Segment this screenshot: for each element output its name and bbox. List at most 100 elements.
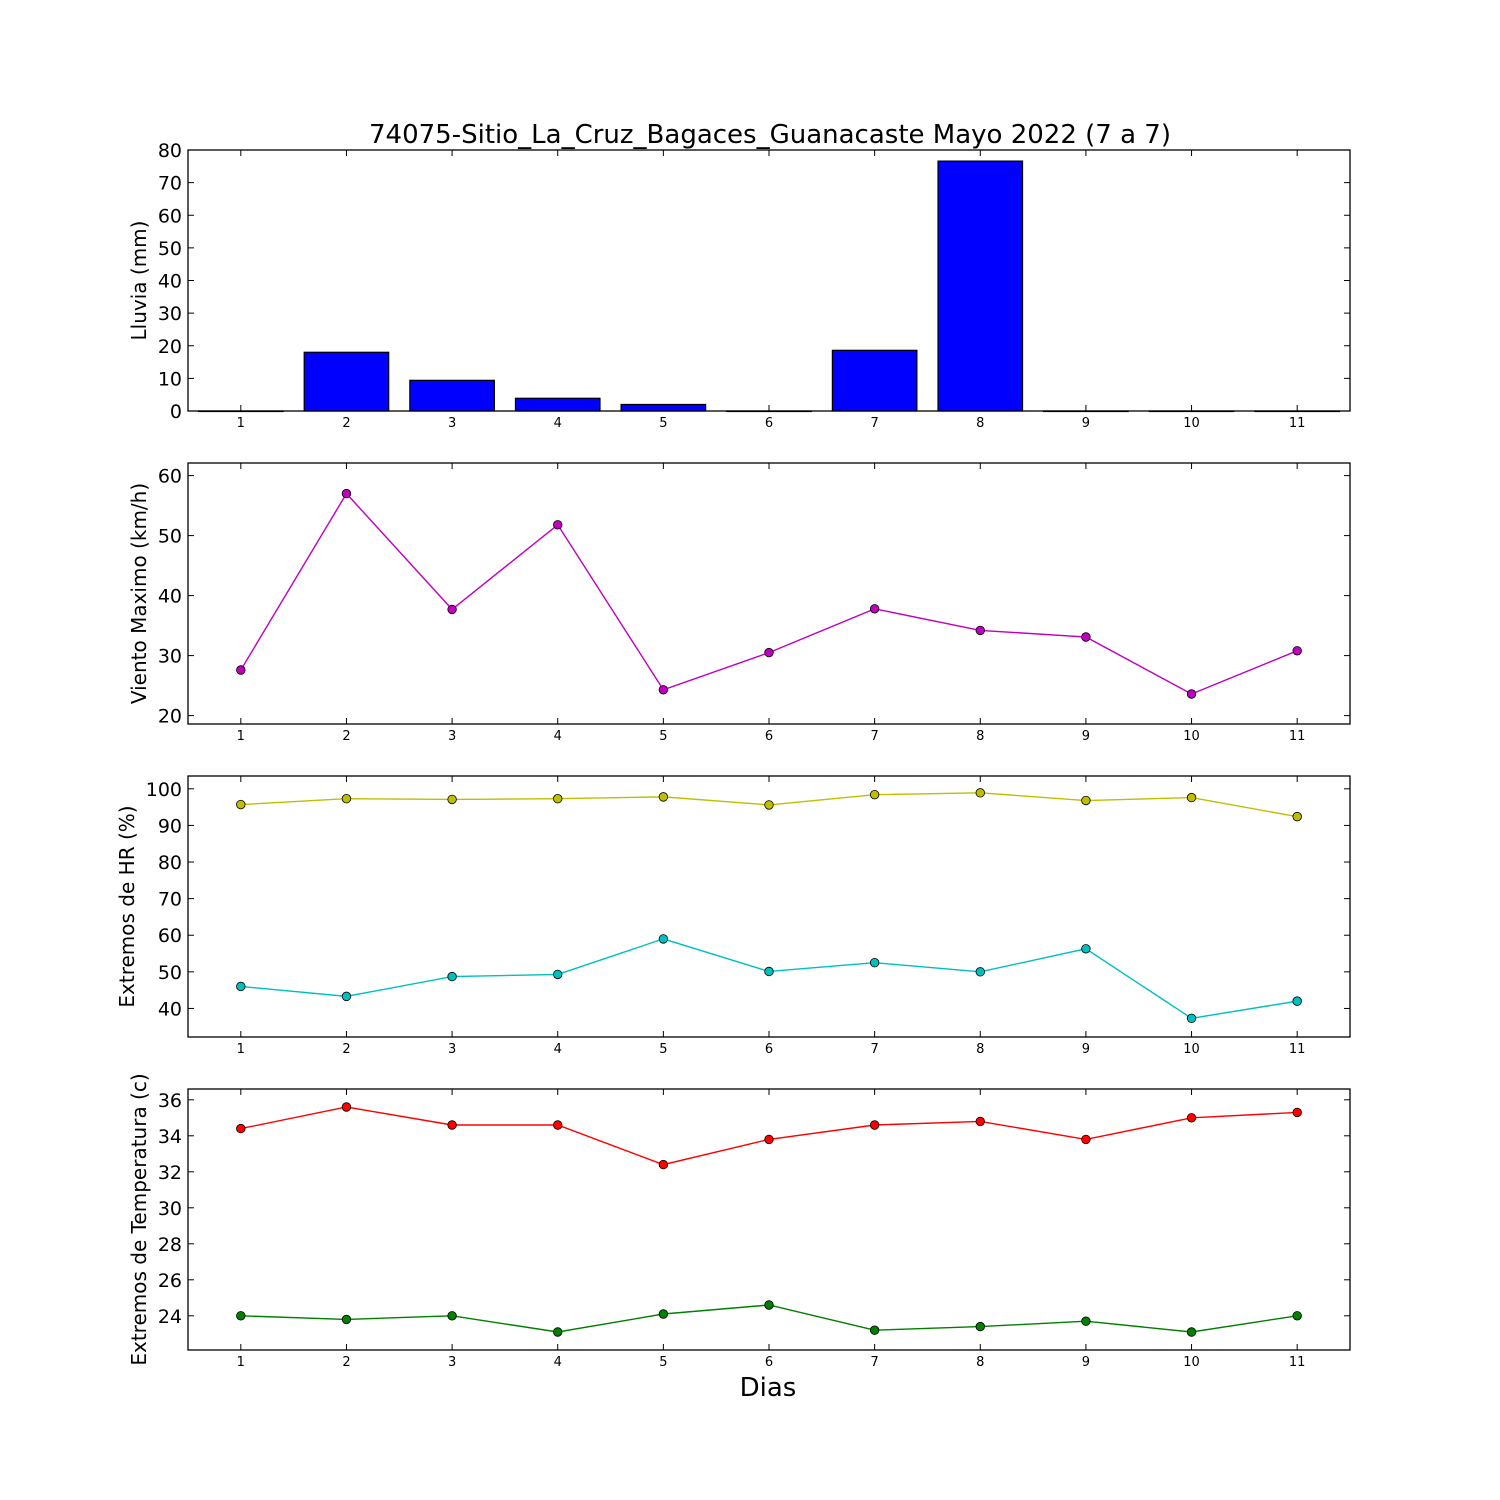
data-point bbox=[341, 1314, 352, 1325]
y-tick-label: 30 bbox=[158, 1198, 182, 1220]
data-point bbox=[1081, 632, 1091, 642]
data-point bbox=[764, 966, 774, 977]
x-tick-label: 8 bbox=[976, 729, 984, 744]
data-point bbox=[236, 799, 246, 810]
y-tick-label: 26 bbox=[158, 1270, 182, 1292]
data-point bbox=[341, 793, 352, 804]
bar bbox=[1148, 410, 1235, 413]
data-point bbox=[658, 1309, 669, 1319]
y-tick-label: 24 bbox=[158, 1306, 182, 1328]
series-line-1 bbox=[240, 492, 1298, 695]
data-point bbox=[447, 971, 457, 982]
y-tick-label: 60 bbox=[158, 925, 182, 947]
x-tick-label: 9 bbox=[1082, 1042, 1090, 1057]
x-tick-label: 3 bbox=[448, 729, 456, 744]
y-tick-label: 60 bbox=[158, 205, 182, 227]
y-tick-label: 70 bbox=[158, 889, 182, 911]
x-tick-label: 3 bbox=[448, 416, 456, 431]
x-tick-label: 2 bbox=[342, 416, 350, 431]
x-tick-label: 7 bbox=[870, 1042, 878, 1057]
data-point bbox=[764, 1300, 774, 1310]
y-tick-label: 20 bbox=[158, 336, 182, 358]
x-tick-label: 4 bbox=[554, 1355, 562, 1370]
y-tick-label: 100 bbox=[146, 779, 182, 801]
x-tick-label: 1 bbox=[237, 416, 245, 431]
data-point bbox=[447, 1120, 457, 1130]
x-tick-label: 6 bbox=[765, 729, 773, 744]
plot-frame bbox=[187, 1088, 1351, 1351]
data-point bbox=[553, 969, 563, 980]
data-point bbox=[1292, 1311, 1302, 1321]
bar bbox=[197, 410, 284, 413]
x-tick-label: 3 bbox=[448, 1355, 456, 1370]
data-point bbox=[869, 604, 880, 614]
x-tick-label: 7 bbox=[870, 416, 878, 431]
data-point bbox=[553, 1327, 563, 1337]
y-tick-label: 28 bbox=[158, 1234, 182, 1256]
figure-title: 74075-Sitio_La_Cruz_Bagaces_Guanacaste M… bbox=[369, 120, 1171, 150]
x-tick-label: 1 bbox=[237, 1355, 245, 1370]
x-tick-label: 10 bbox=[1183, 1042, 1200, 1057]
data-point bbox=[1292, 1107, 1302, 1118]
y-tick-label: 60 bbox=[158, 466, 182, 488]
y-tick-label: 30 bbox=[158, 646, 182, 668]
y-tick-label: 20 bbox=[158, 706, 182, 728]
data-point bbox=[1292, 646, 1302, 656]
y-tick-label: 40 bbox=[158, 271, 182, 293]
y-tick-label: 90 bbox=[158, 815, 182, 837]
data-point bbox=[975, 1116, 985, 1127]
data-point bbox=[764, 1134, 774, 1145]
data-point bbox=[1186, 689, 1197, 699]
data-point bbox=[658, 934, 669, 944]
x-tick-label: 7 bbox=[870, 729, 878, 744]
x-tick-label: 1 bbox=[237, 729, 245, 744]
y-tick-label: 0 bbox=[170, 401, 182, 423]
data-point bbox=[236, 1311, 246, 1321]
x-tick-label: 11 bbox=[1289, 1355, 1306, 1370]
y-tick-label: 50 bbox=[158, 526, 182, 548]
x-tick-label: 11 bbox=[1289, 416, 1306, 431]
y-tick-label: 34 bbox=[158, 1126, 182, 1148]
x-tick-label: 3 bbox=[448, 1042, 456, 1057]
data-point bbox=[553, 1120, 563, 1130]
bar bbox=[726, 410, 812, 413]
y-tick-label: 32 bbox=[158, 1162, 182, 1184]
data-point bbox=[1186, 1113, 1197, 1123]
y-tick-label: 40 bbox=[158, 998, 182, 1020]
data-point bbox=[236, 1123, 246, 1134]
data-point bbox=[869, 1120, 880, 1130]
panel-1: 0 10 20 30 40 50 60 70 80 1 2 3 4 5 6 7 8 9 10 11 Lluvia (mm… bbox=[127, 140, 1351, 431]
x-tick-label: 5 bbox=[659, 1042, 667, 1057]
data-point bbox=[975, 625, 985, 636]
x-tick-label: 2 bbox=[342, 1355, 350, 1370]
bar bbox=[937, 160, 1024, 412]
panel-2: 20 30 40 50 60 1 2 3 4 5 6 7 8 9 10 11 Viento Maximo (km… bbox=[127, 462, 1351, 744]
bar bbox=[1043, 410, 1129, 413]
data-point bbox=[975, 967, 985, 977]
data-point bbox=[341, 488, 352, 499]
x-tick-label: 4 bbox=[554, 416, 562, 431]
bar bbox=[409, 379, 495, 412]
bar bbox=[303, 351, 390, 412]
bar bbox=[1254, 410, 1341, 413]
x-tick-label: 5 bbox=[659, 1355, 667, 1370]
y-tick-label: 80 bbox=[158, 140, 182, 162]
series-line-2 bbox=[240, 938, 1298, 1020]
bar bbox=[831, 349, 918, 412]
y-axis-label: Lluvia (mm) bbox=[127, 221, 151, 341]
x-tick-label: 9 bbox=[1082, 1355, 1090, 1370]
y-axis-label: Extremos de Temperatura (c) bbox=[127, 1073, 151, 1365]
x-tick-label: 8 bbox=[976, 1042, 984, 1057]
x-tick-label: 11 bbox=[1289, 729, 1306, 744]
data-point bbox=[1292, 811, 1302, 822]
data-point bbox=[236, 981, 246, 992]
data-point bbox=[1081, 1316, 1091, 1326]
data-point bbox=[1186, 1327, 1197, 1337]
x-tick-label: 10 bbox=[1183, 1355, 1200, 1370]
x-tick-label: 5 bbox=[659, 729, 667, 744]
x-tick-label: 6 bbox=[765, 1042, 773, 1057]
data-point bbox=[447, 604, 457, 615]
